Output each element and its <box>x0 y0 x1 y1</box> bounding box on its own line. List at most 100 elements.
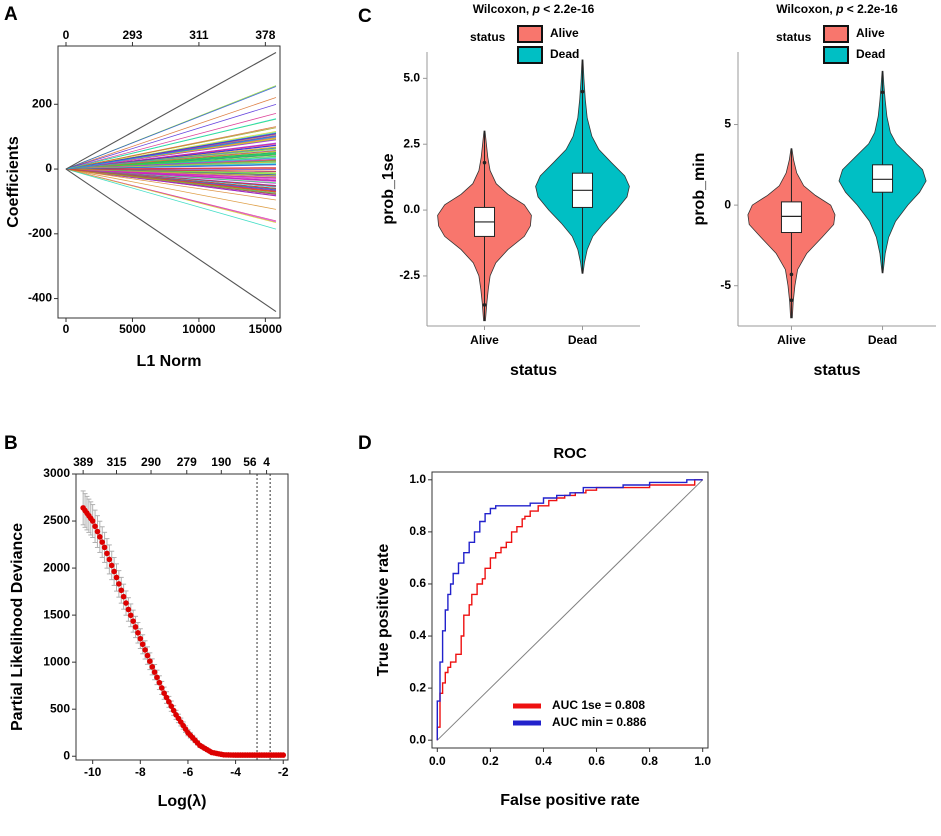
y-tick-label: 0 <box>63 748 70 762</box>
panel-label-c: C <box>358 6 372 27</box>
legend-label: Dead <box>856 47 885 61</box>
cv-deviance-point <box>158 685 165 691</box>
cv-deviance-point <box>101 544 108 551</box>
x-tick-label: -4 <box>230 765 241 779</box>
y-tick-label: 0 <box>45 161 52 175</box>
coefficient-path-line <box>65 155 277 170</box>
panel-label-b: B <box>4 433 18 454</box>
cv-deviance-point <box>120 593 127 600</box>
x-tick-label: -6 <box>183 765 194 779</box>
legend-label: Alive <box>856 26 885 40</box>
y-axis-title: Partial Likelihood Deviance <box>9 523 26 731</box>
coefficient-path-line <box>65 167 277 170</box>
y-tick-label: 1500 <box>43 607 70 621</box>
legend-label: AUC min = 0.886 <box>552 715 647 729</box>
y-tick-label: 0.8 <box>409 524 426 538</box>
y-tick-label: 500 <box>50 701 70 715</box>
y-tick-label: 2000 <box>43 560 70 574</box>
coefficient-path-line <box>65 168 277 172</box>
legend-title: status <box>470 30 506 44</box>
cv-deviance-point <box>106 556 113 563</box>
cv-deviance-point <box>92 523 98 530</box>
x-tick-label: -8 <box>135 765 146 779</box>
legend-key-dead <box>517 46 543 64</box>
top-tick-label: 389 <box>73 455 93 469</box>
cv-deviance-point <box>154 674 160 681</box>
cv-deviance-point <box>125 606 132 613</box>
coefficient-path-line <box>65 135 277 170</box>
x-tick-label: Dead <box>868 333 897 347</box>
cv-deviance-point <box>89 518 96 524</box>
cv-deviance-point <box>280 752 287 758</box>
chart-title: Wilcoxon, p < 2.2e-16 <box>776 2 898 16</box>
y-axis-title: True positive rate <box>375 544 392 677</box>
cv-deviance-point <box>151 669 158 675</box>
x-axis-title: status <box>813 362 860 379</box>
title-rest: < 2.2e-16 <box>540 2 595 16</box>
legend-title: status <box>776 30 812 44</box>
title-p: p <box>835 2 843 16</box>
coefficient-path-line <box>65 132 277 170</box>
coefficient-path-line <box>65 147 277 170</box>
panel-a-paths <box>65 51 277 312</box>
cv-deviance-point <box>166 699 172 705</box>
cv-deviance-point <box>132 624 139 630</box>
coefficient-path-lower <box>65 168 277 312</box>
panel-b-frame <box>75 473 289 761</box>
coefficient-path-line <box>65 168 277 195</box>
cv-deviance-point <box>144 652 151 659</box>
legend-label: AUC 1se = 0.808 <box>552 698 645 712</box>
box-iqr-alive <box>780 201 802 234</box>
y-tick-label: 0.4 <box>409 628 426 642</box>
cv-deviance-point <box>147 658 153 665</box>
y-tick-label: 5 <box>724 117 731 131</box>
cv-deviance-point <box>163 694 170 701</box>
coefficient-path-line <box>65 168 277 176</box>
y-tick-label: 1000 <box>43 654 70 668</box>
top-tick-label: 290 <box>141 455 161 469</box>
roc-curve-min <box>436 479 703 741</box>
coefficient-path-line <box>65 159 277 170</box>
coefficient-path-line <box>65 168 277 182</box>
cv-deviance-point <box>123 600 129 606</box>
coefficient-path-line <box>65 150 277 170</box>
cv-deviance-point <box>116 581 122 587</box>
cv-deviance-point <box>97 534 103 540</box>
top-tick-label: 190 <box>211 455 231 469</box>
coefficient-path-line <box>65 168 277 224</box>
title-prefix: Wilcoxon, <box>473 2 533 16</box>
roc-diagonal <box>436 479 704 741</box>
x-axis-title: False positive rate <box>500 792 640 809</box>
y-tick-label: 0.6 <box>409 576 426 590</box>
x-tick-label: -10 <box>84 765 102 779</box>
coefficient-path-upper <box>65 51 277 170</box>
cv-deviance-point <box>142 647 148 653</box>
y-tick-label: 0.2 <box>409 680 426 694</box>
roc-title: ROC <box>553 445 587 462</box>
cv-deviance-point <box>130 618 136 624</box>
y-axis-title: prob_min <box>691 153 708 226</box>
cv-deviance-point <box>161 690 167 697</box>
legend-label: Dead <box>550 47 579 61</box>
coefficient-path-line <box>65 126 277 170</box>
y-tick-label: 3000 <box>43 466 70 480</box>
x-tick-label: Dead <box>568 333 597 347</box>
cv-deviance-point <box>135 630 141 636</box>
y-tick-label: 2.5 <box>403 136 420 150</box>
top-tick-label: 4 <box>263 455 270 469</box>
x-axis-title: L1 Norm <box>137 353 202 370</box>
coefficient-path-line <box>65 97 277 170</box>
coefficient-path-line <box>65 139 277 170</box>
y-tick-label: 0 <box>724 197 731 211</box>
coefficient-path-line <box>65 168 277 189</box>
cv-deviance-point <box>127 612 134 619</box>
title-p: p <box>532 2 540 16</box>
cv-deviance-point <box>99 539 106 545</box>
coefficient-path-line <box>65 86 277 170</box>
x-tick-label: 0.2 <box>482 754 499 768</box>
cv-deviance-point <box>108 562 115 569</box>
y-tick-label: 2500 <box>43 513 70 527</box>
y-tick-label: 0.0 <box>409 732 426 746</box>
cv-deviance-point <box>168 703 175 709</box>
